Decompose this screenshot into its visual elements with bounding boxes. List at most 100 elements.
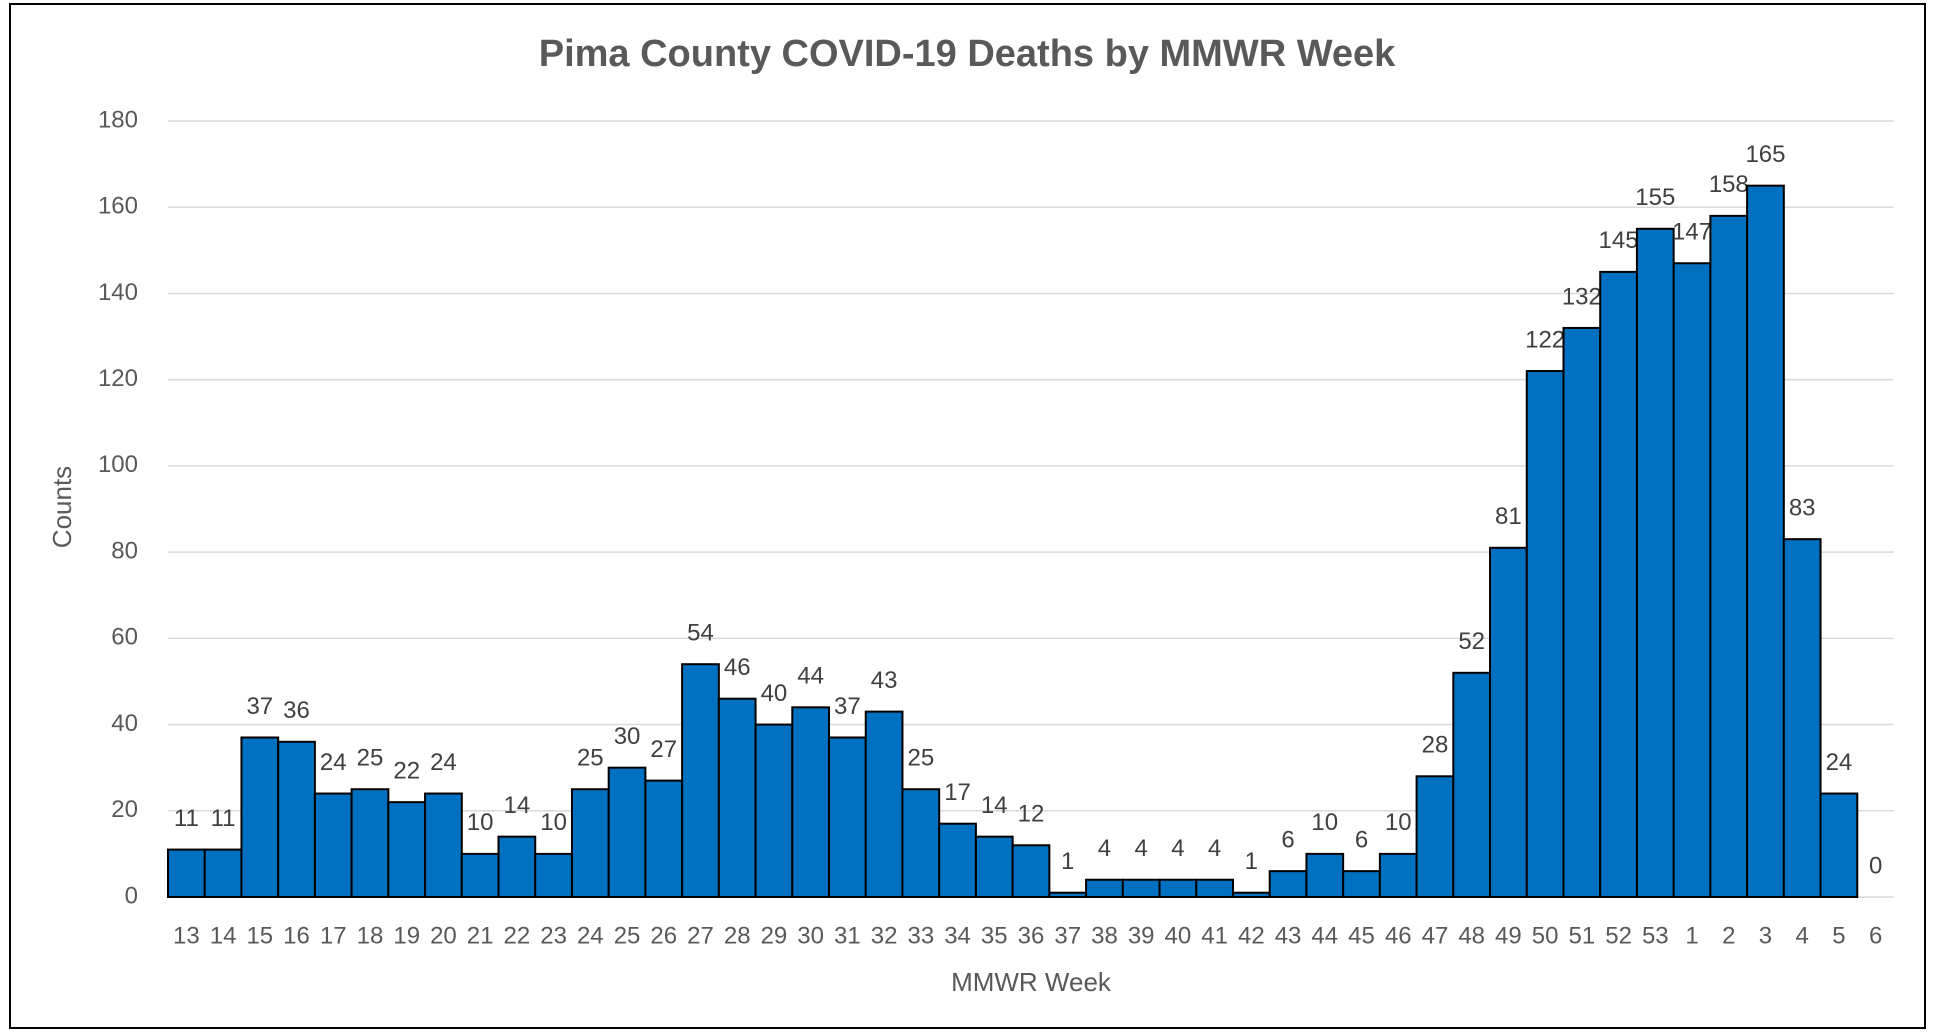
x-tick-label: 33 [907,922,934,949]
x-tick-label: 6 [1869,922,1882,949]
value-label: 0 [1869,852,1882,879]
bar [717,697,757,899]
value-label: 4 [1171,835,1184,862]
x-tick-label: 30 [797,922,824,949]
y-tick-label: 160 [98,193,138,220]
y-tick-label: 20 [111,796,138,823]
bar [828,736,867,898]
value-label: 83 [1789,495,1816,522]
value-label: 46 [724,654,751,681]
bar [1562,326,1602,898]
x-tick-label: 23 [540,922,567,949]
value-label: 81 [1495,503,1522,530]
y-tick-label: 120 [98,365,138,392]
x-tick-label: 49 [1495,922,1522,949]
value-label: 10 [467,809,494,836]
bar [1011,844,1051,898]
x-axis-label: MMWR Week [951,967,1112,997]
value-label: 27 [650,736,677,763]
bar [1489,546,1528,898]
y-tick-label: 100 [98,451,138,478]
y-axis-label: Counts [47,466,77,548]
value-label: 24 [430,749,457,776]
bar [1525,370,1565,898]
value-label: 24 [320,749,347,776]
x-tick-label: 52 [1605,922,1632,949]
bar [1378,852,1418,899]
bar [864,710,904,898]
bar [607,766,647,899]
value-label: 4 [1134,835,1147,862]
x-tick-label: 1 [1685,922,1698,949]
x-tick-label: 4 [1796,922,1809,949]
x-tick-label: 13 [173,922,200,949]
x-tick-label: 46 [1385,922,1412,949]
x-tick-label: 48 [1458,922,1485,949]
bar [1305,852,1345,899]
value-label: 37 [834,693,861,720]
bar [791,706,831,898]
x-tick-label: 53 [1642,922,1669,949]
x-tick-label: 15 [246,922,273,949]
value-label: 22 [393,757,420,784]
bar [644,779,684,898]
value-label: 40 [761,680,788,707]
x-tick-label: 44 [1311,922,1338,949]
bar [1342,870,1381,899]
y-tick-label: 0 [125,882,138,909]
x-tick-label: 39 [1128,922,1155,949]
bar [497,835,537,899]
x-tick-label: 19 [393,922,420,949]
bar [203,848,243,898]
value-label: 1 [1061,848,1074,875]
chart-title: Pima County COVID-19 Deaths by MMWR Week [539,33,1396,75]
bar [1085,878,1124,898]
x-tick-label: 25 [614,922,641,949]
value-label: 122 [1525,326,1565,353]
bar [974,835,1014,899]
value-label: 11 [211,805,236,832]
x-tick-label: 22 [504,922,531,949]
x-tick-label: 38 [1091,922,1118,949]
x-tick-label: 28 [724,922,751,949]
value-label: 147 [1672,219,1712,246]
value-label: 10 [1311,809,1338,836]
bar [1782,538,1822,899]
bar [1121,878,1161,898]
value-label: 44 [797,663,824,690]
x-tick-label: 43 [1275,922,1302,949]
value-label: 1 [1245,848,1258,875]
y-tick-label: 140 [98,279,138,306]
bar [313,792,353,898]
value-label: 25 [577,745,604,772]
x-tick-label: 14 [210,922,237,949]
bar [167,848,206,898]
value-label: 158 [1709,171,1749,198]
bar [754,723,794,898]
value-label: 25 [907,745,934,772]
value-label: 4 [1208,835,1221,862]
y-tick-label: 80 [111,537,138,564]
bar [681,663,720,899]
x-tick-label: 50 [1532,922,1559,949]
x-tick-label: 36 [1018,922,1045,949]
value-label: 54 [687,620,714,647]
value-label: 145 [1599,227,1639,254]
x-tick-label: 2 [1722,922,1735,949]
value-label: 132 [1562,283,1602,310]
value-label: 155 [1635,184,1675,211]
x-tick-label: 41 [1201,922,1228,949]
bar [1672,262,1712,898]
x-tick-label: 18 [357,922,384,949]
x-tick-label: 47 [1422,922,1449,949]
bar [277,740,316,898]
value-label: 30 [614,723,641,750]
x-tick-label: 51 [1568,922,1595,949]
bar [240,736,280,898]
x-tick-label: 20 [430,922,457,949]
value-label: 14 [504,792,531,819]
x-tick-label: 40 [1165,922,1192,949]
bar [1158,878,1198,898]
x-tick-label: 5 [1832,922,1845,949]
